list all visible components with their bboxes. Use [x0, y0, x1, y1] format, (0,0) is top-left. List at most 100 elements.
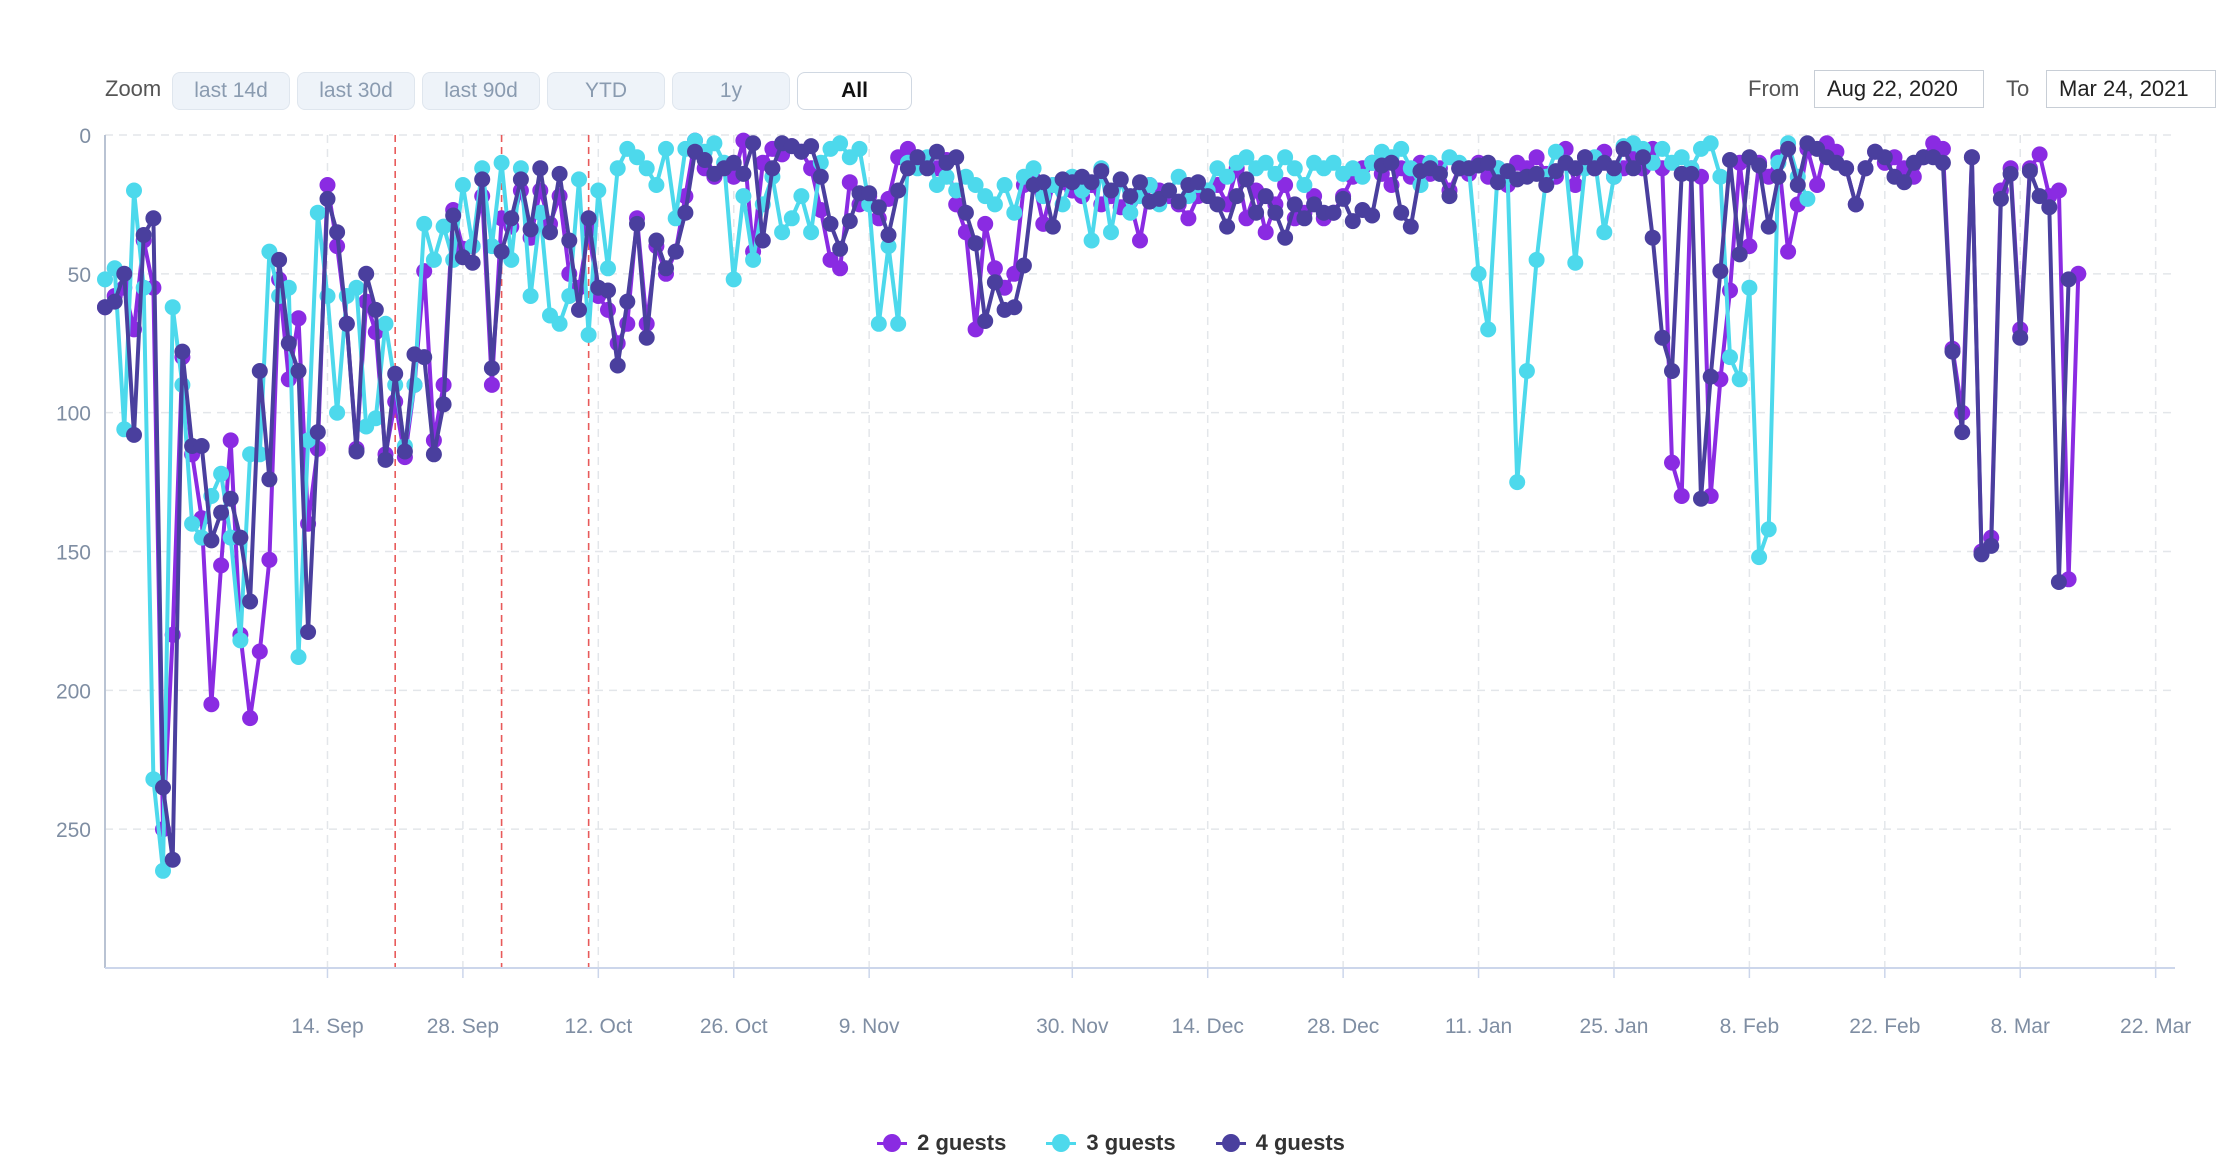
data-point[interactable] [1112, 171, 1129, 188]
data-point[interactable] [1277, 149, 1294, 166]
data-point[interactable] [474, 160, 491, 177]
data-point[interactable] [551, 165, 568, 182]
data-point[interactable] [1693, 490, 1709, 507]
data-point[interactable] [126, 426, 142, 443]
data-point[interactable] [1286, 196, 1303, 213]
data-point[interactable] [2050, 182, 2067, 199]
data-point[interactable] [1354, 168, 1371, 185]
data-point[interactable] [571, 171, 587, 188]
data-point[interactable] [1257, 224, 1274, 241]
data-point[interactable] [1103, 182, 1119, 199]
data-point[interactable] [638, 329, 655, 346]
data-point[interactable] [948, 149, 965, 166]
data-point[interactable] [1257, 154, 1274, 171]
data-point[interactable] [803, 138, 820, 155]
data-point[interactable] [1809, 177, 1826, 193]
data-point[interactable] [1325, 204, 1342, 221]
data-point[interactable] [996, 177, 1013, 193]
data-point[interactable] [1528, 251, 1545, 268]
data-point[interactable] [899, 160, 916, 177]
data-point[interactable] [1615, 140, 1632, 157]
data-point[interactable] [416, 215, 433, 232]
data-point[interactable] [1577, 149, 1593, 166]
data-point[interactable] [638, 160, 655, 177]
data-point[interactable] [164, 299, 181, 316]
data-point[interactable] [2060, 271, 2077, 288]
data-point[interactable] [1025, 160, 1042, 177]
data-point[interactable] [1083, 232, 1100, 249]
data-point[interactable] [2041, 199, 2058, 216]
data-point[interactable] [106, 293, 123, 310]
data-point[interactable] [542, 224, 558, 241]
data-point[interactable] [1296, 210, 1313, 227]
data-point[interactable] [242, 710, 259, 727]
data-point[interactable] [290, 649, 307, 665]
data-point[interactable] [619, 293, 636, 310]
data-point[interactable] [232, 529, 249, 546]
data-point[interactable] [1006, 299, 1023, 316]
data-point[interactable] [406, 376, 423, 393]
data-point[interactable] [1547, 143, 1564, 160]
data-point[interactable] [1567, 254, 1584, 271]
legend-item-4-guests[interactable]: 4 guests [1215, 1130, 1345, 1156]
data-point[interactable] [377, 451, 394, 468]
data-point[interactable] [425, 251, 442, 268]
zoom-button-ytd[interactable]: YTD [547, 72, 665, 110]
data-point[interactable] [677, 204, 694, 221]
data-point[interactable] [251, 643, 268, 660]
data-point[interactable] [928, 143, 945, 160]
data-point[interactable] [416, 349, 433, 366]
data-point[interactable] [1277, 229, 1294, 246]
data-point[interactable] [725, 154, 742, 171]
data-point[interactable] [841, 174, 858, 191]
data-point[interactable] [1606, 160, 1622, 177]
data-point[interactable] [1992, 190, 2009, 207]
data-point[interactable] [1509, 474, 1526, 491]
data-point[interactable] [1683, 165, 1700, 182]
data-point[interactable] [580, 210, 597, 227]
data-point[interactable] [280, 335, 297, 352]
data-point[interactable] [1799, 190, 1816, 207]
data-point[interactable] [387, 365, 404, 382]
data-point[interactable] [1383, 154, 1400, 171]
data-point[interactable] [1015, 257, 1032, 274]
data-point[interactable] [1335, 190, 1352, 207]
data-point[interactable] [841, 213, 858, 230]
data-point[interactable] [1673, 149, 1690, 166]
data-point[interactable] [338, 315, 355, 332]
data-point[interactable] [551, 315, 568, 332]
data-point[interactable] [97, 271, 113, 288]
data-point[interactable] [377, 315, 394, 332]
data-point[interactable] [367, 301, 384, 318]
data-point[interactable] [135, 279, 152, 296]
data-point[interactable] [1983, 537, 2000, 554]
data-point[interactable] [919, 160, 936, 177]
data-point[interactable] [735, 188, 752, 205]
data-point[interactable] [832, 135, 849, 152]
data-point[interactable] [483, 376, 500, 393]
data-point[interactable] [890, 315, 907, 332]
data-point[interactable] [1083, 174, 1100, 191]
legend-item-2-guests[interactable]: 2 guests [877, 1130, 1006, 1156]
data-point[interactable] [957, 204, 974, 221]
data-point[interactable] [290, 310, 307, 327]
data-point[interactable] [735, 165, 752, 182]
data-point[interactable] [1431, 165, 1448, 182]
data-point[interactable] [745, 135, 762, 152]
data-point[interactable] [600, 282, 616, 299]
data-point[interactable] [1780, 243, 1797, 260]
data-point[interactable] [1722, 152, 1738, 168]
data-point[interactable] [561, 288, 578, 304]
data-point[interactable] [851, 140, 868, 157]
data-point[interactable] [116, 265, 133, 282]
data-point[interactable] [358, 265, 375, 282]
data-point[interactable] [2012, 329, 2029, 346]
data-point[interactable] [261, 471, 278, 488]
data-point[interactable] [1838, 160, 1855, 177]
data-point[interactable] [1876, 149, 1893, 166]
data-point[interactable] [580, 326, 597, 343]
data-point[interactable] [803, 224, 820, 241]
data-point[interactable] [725, 271, 742, 288]
data-point[interactable] [493, 154, 510, 171]
data-point[interactable] [532, 160, 549, 177]
